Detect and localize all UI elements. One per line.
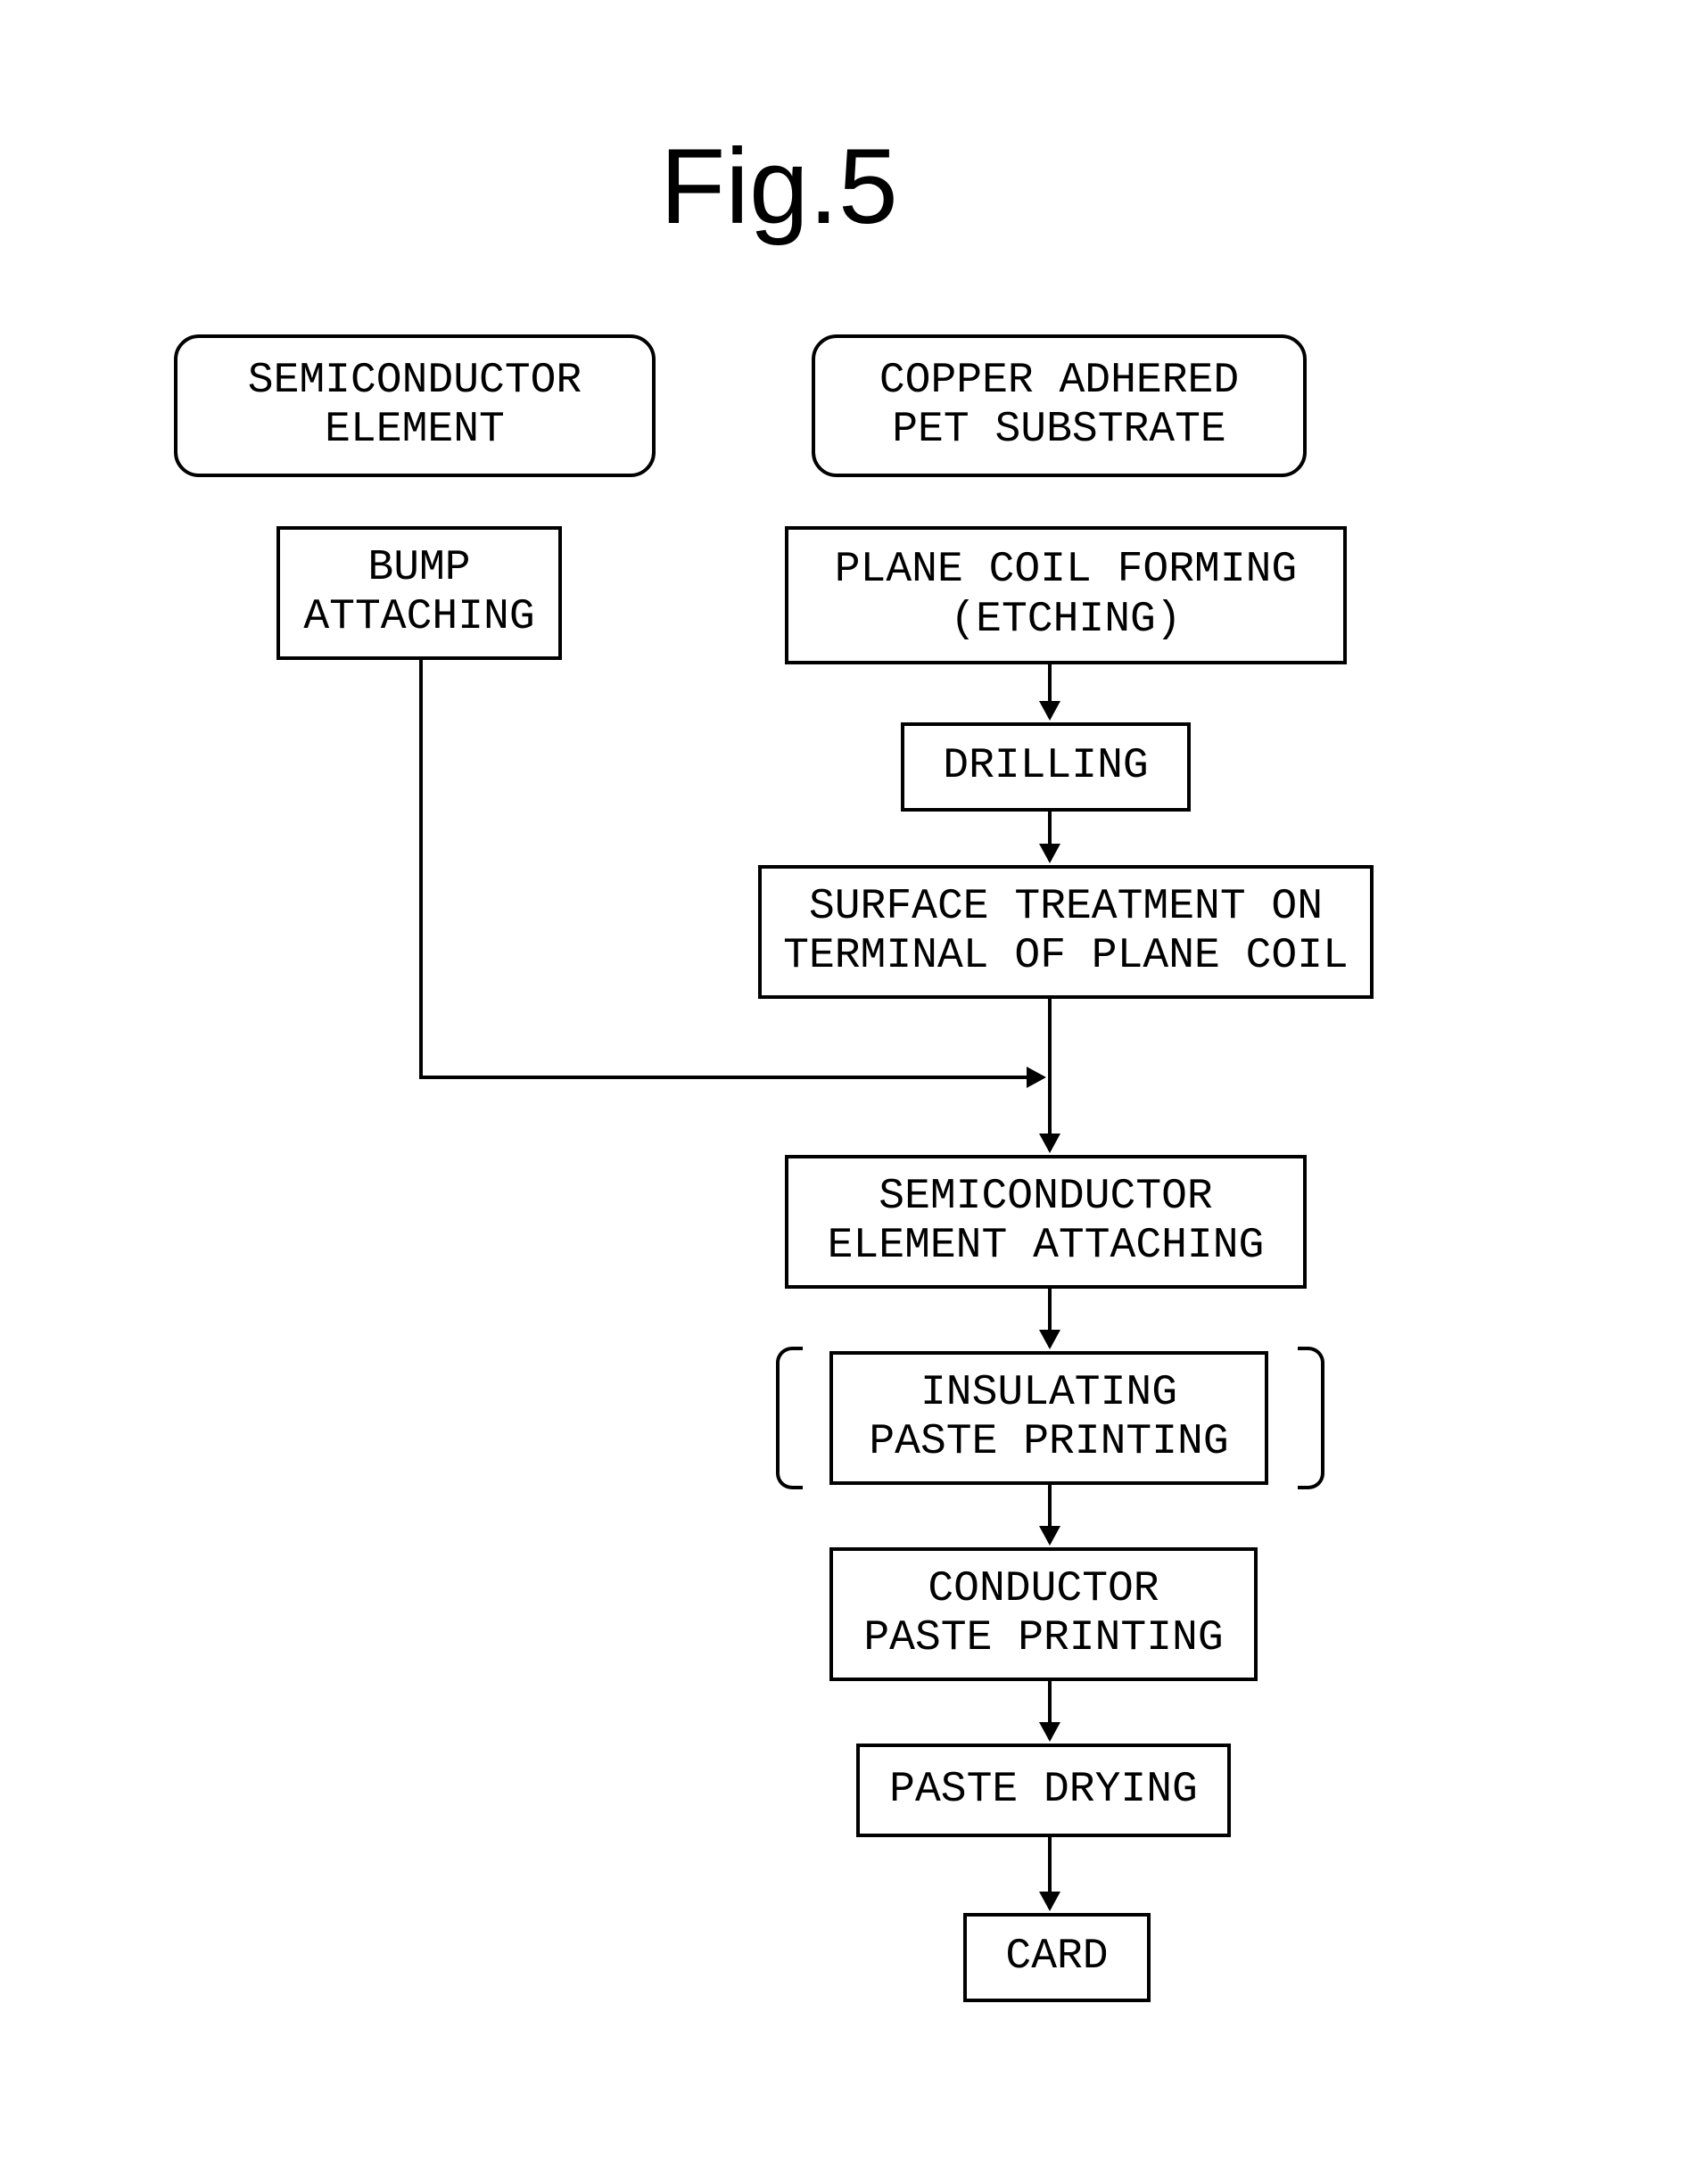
node-card: CARD <box>963 1913 1151 2002</box>
node-surface-treatment: SURFACE TREATMENT ONTERMINAL OF PLANE CO… <box>758 865 1374 999</box>
node-label: PASTE DRYING <box>889 1766 1198 1815</box>
edge-arrow <box>1048 1681 1052 1739</box>
bracket-left <box>776 1347 803 1489</box>
edge-arrow <box>1048 1289 1052 1347</box>
node-plane-coil-forming: PLANE COIL FORMING(ETCHING) <box>785 526 1347 664</box>
node-conductor-paste: CONDUCTORPASTE PRINTING <box>829 1547 1258 1681</box>
figure-canvas: Fig.5 SEMICONDUCTORELEMENT COPPER ADHERE… <box>0 0 1708 2160</box>
node-label: DRILLING <box>943 742 1148 791</box>
node-label: SURFACE TREATMENT ONTERMINAL OF PLANE CO… <box>783 883 1349 981</box>
edge-arrow <box>1048 664 1052 718</box>
node-bump-attaching: BUMPATTACHING <box>276 526 562 660</box>
node-label: SEMICONDUCTORELEMENT <box>248 357 582 455</box>
node-label: PLANE COIL FORMING(ETCHING) <box>835 546 1297 644</box>
node-copper-pet: COPPER ADHEREDPET SUBSTRATE <box>812 334 1307 477</box>
bracket-right <box>1298 1347 1324 1489</box>
node-drilling: DRILLING <box>901 722 1191 812</box>
edge-segment <box>419 1076 1044 1079</box>
node-paste-drying: PASTE DRYING <box>856 1744 1231 1837</box>
edge-segment <box>419 660 423 1079</box>
node-label: CONDUCTORPASTE PRINTING <box>863 1565 1223 1663</box>
node-label: COPPER ADHEREDPET SUBSTRATE <box>879 357 1239 455</box>
node-semiconductor-element: SEMICONDUCTORELEMENT <box>174 334 656 477</box>
node-label: BUMPATTACHING <box>303 544 534 642</box>
edge-arrow <box>1048 1485 1052 1543</box>
node-label: SEMICONDUCTORELEMENT ATTACHING <box>828 1173 1265 1271</box>
node-label: CARD <box>1005 1933 1108 1982</box>
edge-arrow <box>1048 1837 1052 1909</box>
edge-arrow <box>1048 999 1052 1150</box>
node-insulating-paste: INSULATINGPASTE PRINTING <box>829 1351 1268 1485</box>
figure-title: Fig.5 <box>660 125 898 248</box>
node-semiconductor-attaching: SEMICONDUCTORELEMENT ATTACHING <box>785 1155 1307 1289</box>
edge-arrow <box>1048 812 1052 861</box>
node-label: INSULATINGPASTE PRINTING <box>869 1369 1228 1467</box>
